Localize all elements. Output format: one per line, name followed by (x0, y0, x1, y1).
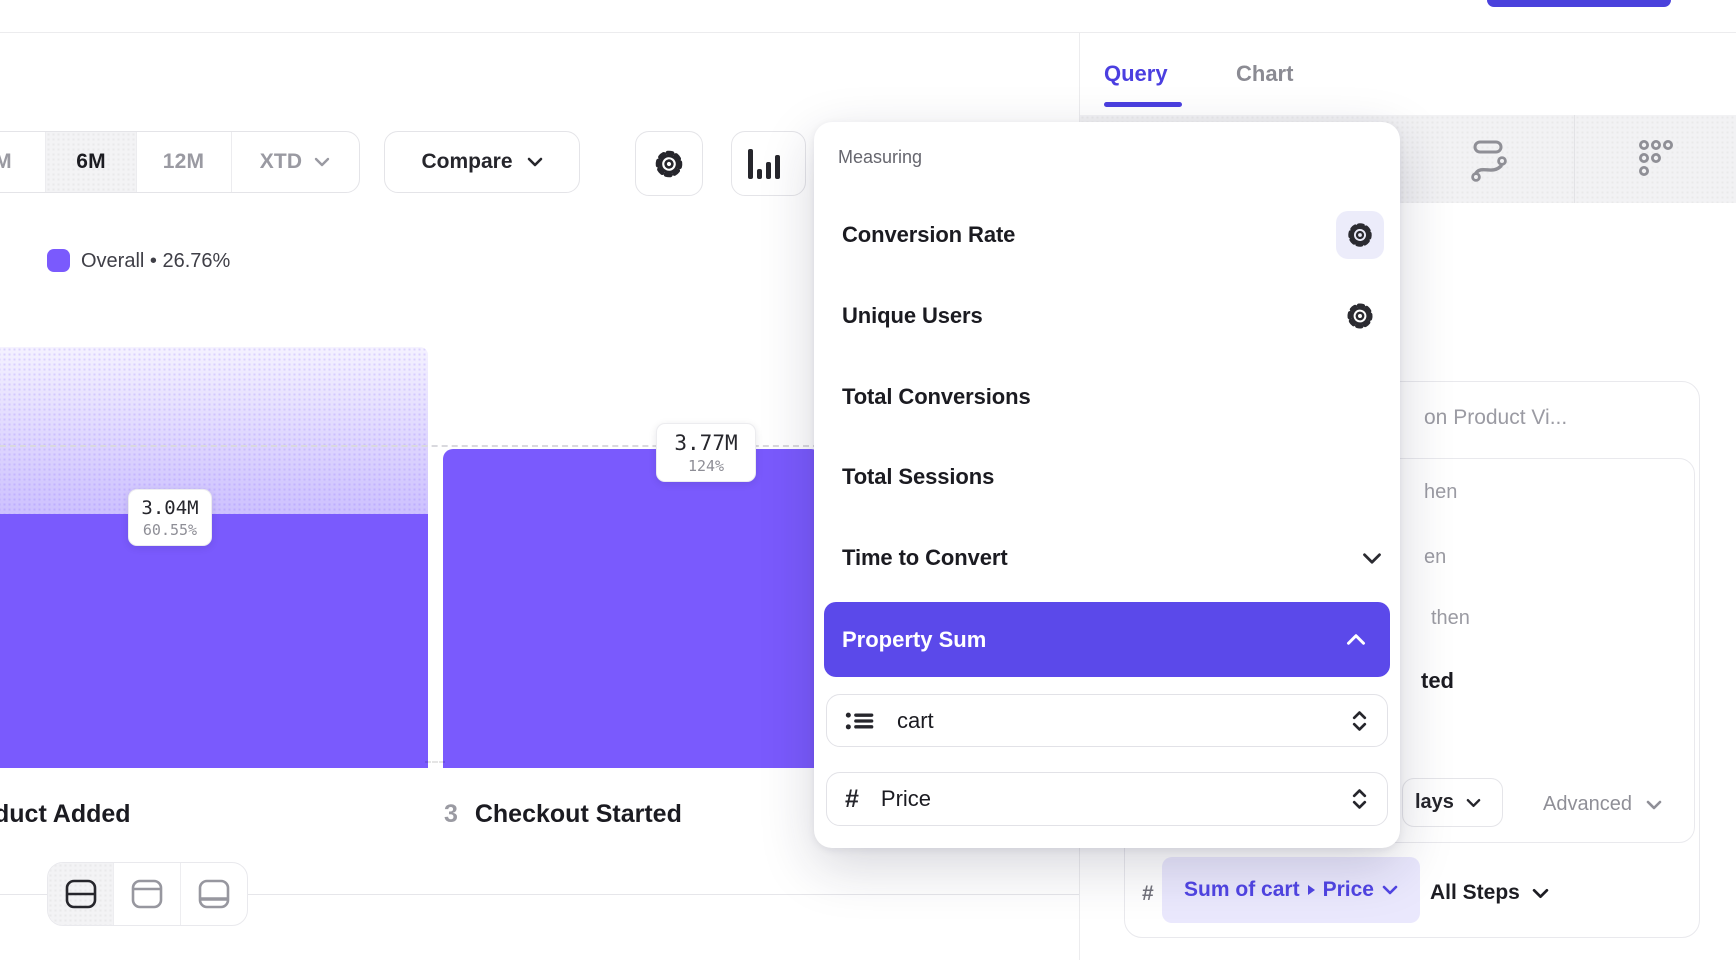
funnel-trends-button[interactable] (1468, 135, 1514, 183)
chevron-down-icon[interactable] (1362, 552, 1382, 565)
property-sum-label: Property Sum (842, 626, 987, 652)
menu-item-conversion-rate[interactable]: Conversion Rate (842, 222, 1016, 247)
menu-item-property-sum-selected[interactable]: Property Sum (824, 602, 1390, 677)
bar-value-label-step2: 3.04M 60.55% (128, 489, 212, 546)
layout-split-horizontal-button[interactable] (48, 863, 115, 925)
chevron-down-icon (315, 157, 330, 167)
chevron-down-icon (1646, 800, 1662, 809)
gear-icon (1347, 303, 1373, 329)
legend-label: Overall • 26.76% (81, 250, 231, 272)
step-fragment-2: en (1424, 546, 1447, 568)
menu-item-time-to-convert[interactable]: Time to Convert (842, 545, 1008, 570)
unique-users-settings-button[interactable] (1344, 300, 1376, 332)
chevron-down-icon (1382, 885, 1398, 895)
menu-item-total-sessions[interactable]: Total Sessions (842, 464, 995, 489)
pill-right-text: Price (1322, 878, 1374, 901)
bar-value: 3.77M (674, 430, 738, 455)
chart-type-button[interactable] (731, 131, 806, 196)
step-label-2-truncated: duct Added (0, 800, 131, 828)
chart-baseline (0, 894, 1079, 895)
funnel-steps-button[interactable] (1634, 135, 1680, 183)
property-name-select[interactable]: # Price (826, 772, 1388, 826)
step-fragment-4-selected: ted (1421, 668, 1454, 693)
step-label-3: 3 Checkout Started (444, 800, 682, 828)
chart-settings-button[interactable] (635, 131, 703, 196)
flow-trend-icon (1471, 140, 1507, 182)
tab-active-underline (1104, 102, 1182, 107)
time-range-6m[interactable]: 6M (46, 132, 136, 192)
legend-swatch-overall (47, 249, 70, 272)
all-steps-dropdown-button[interactable]: All Steps (1430, 881, 1549, 905)
dots-grid-icon (1639, 140, 1673, 177)
split-middle-icon (65, 879, 96, 909)
property-entity-select[interactable]: cart (826, 694, 1388, 747)
split-bottom-icon (198, 879, 230, 909)
select-updown-icon (1352, 710, 1367, 731)
breadcrumb-arrow-icon (1307, 885, 1315, 895)
delays-label-truncated: lays (1415, 791, 1454, 813)
measuring-dropdown: Measuring Conversion Rate Unique Users (814, 122, 1400, 848)
gear-icon (655, 150, 683, 177)
conversion-rate-settings-button[interactable] (1336, 211, 1384, 259)
advanced-dropdown-button[interactable]: Advanced (1543, 793, 1662, 816)
select-updown-icon (1352, 789, 1367, 809)
menu-item-total-conversions[interactable]: Total Conversions (842, 384, 1031, 409)
layout-footer-bottom-button[interactable] (181, 863, 247, 925)
split-top-icon (131, 879, 163, 909)
baseline-dash-fragment (425, 761, 445, 763)
chevron-down-icon (527, 157, 542, 167)
measuring-header: Measuring (838, 147, 923, 167)
pill-left-text: Sum of cart (1184, 878, 1300, 901)
hash-icon: # (845, 784, 859, 813)
gear-icon (1348, 223, 1372, 247)
layout-header-top-button[interactable] (114, 863, 181, 925)
bar-value: 3.04M (141, 496, 199, 519)
property-sum-pill[interactable]: Sum of cart Price (1162, 857, 1420, 923)
time-range-group: M 6M 12M XTD (0, 131, 360, 193)
bar-value-label-step3: 3.77M 124% (656, 423, 756, 482)
tab-chart[interactable]: Chart (1236, 61, 1294, 86)
bar-percent: 60.55% (142, 520, 198, 539)
step-fragment-3: then (1431, 607, 1470, 629)
chevron-down-icon (1466, 798, 1481, 807)
funnel-bar-step3[interactable] (443, 449, 821, 768)
time-range-3m-partial[interactable]: M (0, 150, 12, 173)
bar-percent: 124% (687, 456, 725, 475)
menu-item-unique-users[interactable]: Unique Users (842, 303, 983, 328)
layout-toggle-group (47, 862, 248, 926)
primary-action-button-partial[interactable] (1487, 0, 1671, 7)
property-name-value: Price (880, 786, 932, 811)
advanced-label: Advanced (1543, 793, 1632, 815)
reference-dashed-line (0, 445, 1080, 447)
tab-query[interactable]: Query (1104, 61, 1168, 86)
chevron-up-icon (1347, 634, 1365, 645)
funnel-bar-ghost-step2 (0, 347, 428, 515)
time-range-xtd[interactable]: XTD (231, 132, 359, 192)
card-header-truncated: on Product Vi... (1424, 406, 1568, 429)
delays-dropdown-button[interactable]: lays (1402, 778, 1503, 827)
top-bar (0, 0, 1736, 33)
step-fragment-1: hen (1424, 481, 1458, 503)
time-range-12m[interactable]: 12M (162, 150, 205, 173)
compare-label: Compare (421, 150, 513, 173)
bar-chart-icon (747, 148, 780, 179)
chevron-down-icon (1532, 888, 1549, 898)
strip-divider (1574, 115, 1575, 203)
funnel-bar-step2[interactable] (0, 514, 428, 768)
all-steps-label: All Steps (1430, 881, 1520, 904)
property-entity-value: cart (897, 707, 934, 733)
list-icon (845, 712, 874, 729)
measure-hash-prefix: # (1142, 882, 1154, 905)
compare-button[interactable]: Compare (384, 131, 580, 193)
